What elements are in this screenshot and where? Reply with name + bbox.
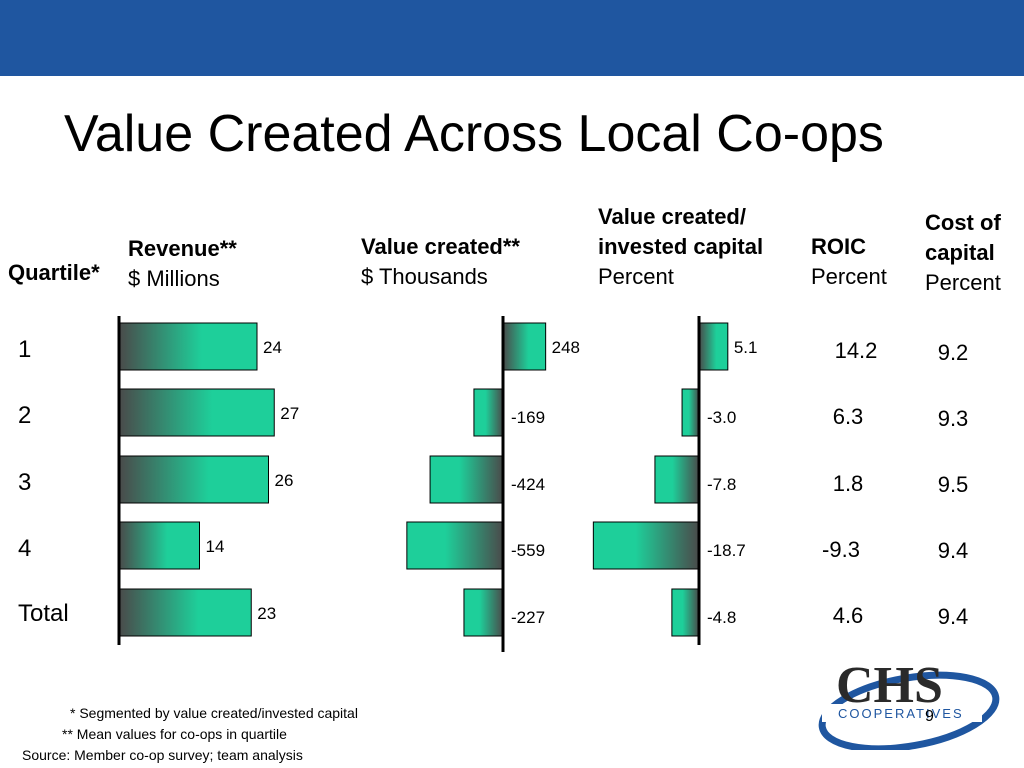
quartile-label: 2	[18, 402, 32, 429]
header-revenue: Revenue** $ Millions	[128, 236, 237, 291]
value-created-bar	[463, 588, 504, 637]
header-roic: ROIC Percent	[811, 234, 887, 289]
vc-invested-bar	[592, 521, 700, 570]
revenue-bar	[118, 388, 275, 437]
revenue-data-label: 23	[257, 604, 276, 623]
roic-value: -9.3	[822, 537, 860, 562]
quartile-label: Total	[18, 600, 69, 627]
value-created-bar	[502, 322, 547, 371]
vc-invested-data-label: -3.0	[707, 408, 736, 427]
value-created-data-label: -169	[511, 408, 545, 427]
revenue-data-label: 26	[275, 471, 294, 490]
header-value-created: Value created** $ Thousands	[361, 234, 520, 289]
revenue-bar	[118, 455, 269, 504]
roic-value: 14.2	[834, 338, 878, 363]
roic-value: 4.6	[832, 603, 864, 628]
header-vc-invested-capital: Value created/invested capital Percent	[598, 204, 764, 289]
cost-of-capital-value: 9.4	[937, 538, 969, 563]
page-number: 9	[925, 708, 934, 725]
top-banner	[0, 0, 1024, 76]
roic-value: 6.3	[832, 404, 864, 429]
chs-logo: CHS COOPERATIVES	[818, 657, 1000, 750]
value-created-data-label: 248	[552, 338, 580, 357]
vc-invested-bar	[698, 322, 729, 371]
vc-invested-bar	[671, 588, 700, 637]
quartile-label: 1	[18, 336, 32, 363]
vc-invested-data-label: -4.8	[707, 608, 736, 627]
footnote-segmentation: * Segmented by value created/invested ca…	[70, 705, 358, 721]
value-created-bar	[406, 521, 504, 570]
revenue-data-label: 24	[263, 338, 282, 357]
vc-invested-bar	[654, 455, 700, 504]
revenue-bar	[118, 588, 252, 637]
cost-of-capital-value: 9.5	[937, 472, 969, 497]
header-quartile: Quartile*	[8, 260, 100, 285]
quartile-label: 3	[18, 469, 32, 496]
revenue-bar	[118, 521, 200, 570]
value-created-bar	[429, 455, 504, 504]
value-created-data-label: -559	[511, 541, 545, 560]
footnote-source: Source: Member co-op survey; team analys…	[22, 747, 303, 763]
vc-invested-data-label: -7.8	[707, 475, 736, 494]
footnote-mean-values: ** Mean values for co-ops in quartile	[62, 726, 287, 742]
cost-of-capital-value: 9.2	[937, 340, 969, 365]
roic-value: 1.8	[832, 471, 864, 496]
cost-of-capital-value: 9.3	[937, 406, 969, 431]
vc-invested-data-label: -18.7	[707, 541, 746, 560]
quartile-label: 4	[18, 535, 32, 562]
vc-invested-data-label: 5.1	[734, 338, 758, 357]
svg-text:COOPERATIVES: COOPERATIVES	[838, 706, 964, 721]
revenue-bar	[118, 322, 258, 371]
page-title: Value Created Across Local Co-ops	[64, 105, 884, 163]
revenue-data-label: 27	[280, 404, 299, 423]
value-created-bar	[473, 388, 504, 437]
value-created-data-label: -227	[511, 608, 545, 627]
cost-of-capital-value: 9.4	[937, 604, 969, 629]
vc-invested-bar	[681, 388, 700, 437]
header-cost-of-capital: Cost of capital Percent	[925, 210, 1001, 295]
revenue-data-label: 14	[206, 537, 225, 556]
value-created-data-label: -424	[511, 475, 545, 494]
